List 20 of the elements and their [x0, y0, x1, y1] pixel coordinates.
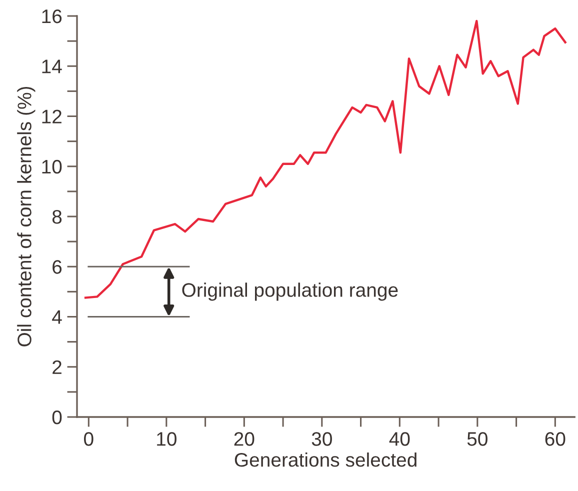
y-tick-label: 12 [42, 110, 62, 124]
x-tick-label: 60 [545, 432, 566, 446]
y-tick-label: 16 [42, 9, 62, 24]
y-tick-label: 4 [52, 310, 62, 324]
x-axis-title: Generations selected [234, 452, 416, 467]
y-tick-label: 8 [52, 210, 62, 224]
x-tick-label: 0 [84, 432, 94, 446]
x-tick-label: 10 [157, 432, 176, 446]
annotation: Original population range [182, 282, 398, 301]
x-tick-label: 50 [467, 432, 488, 446]
y-tick-label: 10 [42, 160, 62, 174]
y-tick-label: 0 [52, 410, 62, 424]
y-tick-label: 14 [42, 60, 62, 74]
y-tick-label: 2 [52, 360, 62, 374]
x-tick-label: 40 [389, 432, 410, 446]
y-axis-title: Oil content of corn kernels (%) [17, 86, 36, 346]
y-tick-label: 6 [52, 260, 62, 274]
x-tick-label: 20 [234, 432, 254, 446]
line-series [84, 20, 566, 299]
x-tick-label: 30 [312, 432, 332, 446]
